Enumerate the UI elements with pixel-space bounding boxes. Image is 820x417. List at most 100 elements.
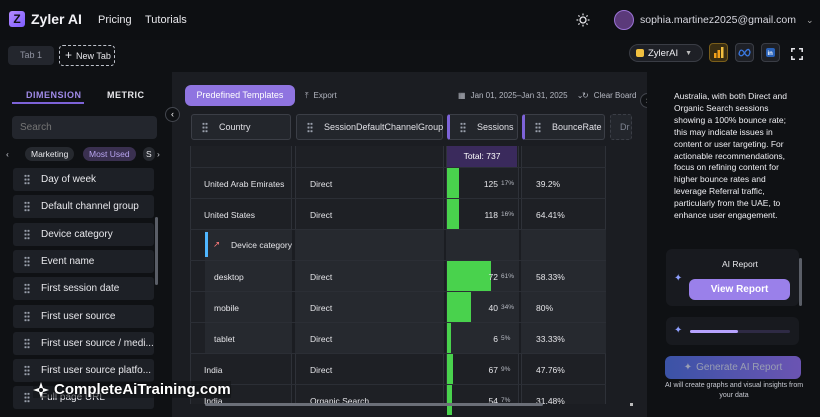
drag-handle-icon: [24, 337, 30, 349]
watermark-text: CompleteAiTraining.com: [54, 381, 231, 398]
sessions-value: 118: [484, 210, 498, 220]
sub-row-background: [521, 261, 606, 291]
sessions-value: 6: [493, 334, 498, 344]
drag-handle-icon: [24, 392, 30, 404]
linkedin-integration-button[interactable]: in: [761, 43, 780, 62]
channel-cell: Direct: [310, 210, 333, 220]
sidebar-scrollbar[interactable]: [155, 217, 158, 285]
export-button[interactable]: ⤒ Export: [305, 91, 337, 101]
plus-icon: +: [65, 48, 73, 62]
sub-row-background: [521, 323, 606, 353]
chip-most-used[interactable]: Most Used: [83, 147, 136, 161]
generation-progress-bar: [690, 330, 790, 333]
model-selector[interactable]: ZylerAI ▼: [629, 44, 703, 62]
dimension-item-label: Default channel group: [41, 201, 139, 213]
ai-report-title: AI Report: [722, 259, 758, 269]
theme-toggle-sun-icon[interactable]: [576, 13, 590, 27]
collapse-sidebar-button[interactable]: ‹: [165, 107, 180, 122]
cursor-icon: ↗: [213, 239, 221, 249]
dimension-item[interactable]: First session date: [13, 277, 154, 301]
meta-integration-button[interactable]: [735, 43, 754, 62]
nav-tutorials[interactable]: Tutorials: [145, 14, 187, 26]
sessions-total: Total: 737: [447, 146, 517, 167]
linkedin-icon: in: [766, 48, 775, 57]
drag-handle-icon: [535, 122, 541, 133]
drag-handle-icon: [24, 201, 30, 213]
ai-panel-scrollbar[interactable]: [799, 258, 802, 306]
user-menu[interactable]: sophia.martinez2025@gmail.com ⌄: [614, 10, 814, 30]
dimension-item[interactable]: Default channel group: [13, 195, 154, 219]
horizontal-scrollbar[interactable]: [205, 403, 543, 406]
row-divider: [190, 198, 606, 199]
dimension-item[interactable]: First user source / medi...: [13, 331, 154, 355]
country-cell: United Arab Emirates: [204, 179, 285, 189]
tab-dimension[interactable]: DIMENSION: [26, 90, 82, 100]
chevron-right-icon[interactable]: ›: [157, 149, 160, 159]
meta-icon: [738, 48, 751, 57]
watermark-logo-icon: [33, 381, 49, 398]
column-header-country[interactable]: Country: [191, 114, 291, 140]
dimension-item[interactable]: First user source: [13, 304, 154, 328]
predefined-templates-button[interactable]: Predefined Templates: [185, 85, 295, 106]
row-divider: [190, 291, 606, 292]
country-cell: India: [204, 396, 223, 406]
channel-cell: Organic Search: [310, 396, 370, 406]
dimension-item-label: First user source platfo...: [41, 365, 152, 377]
sessions-bar: [447, 354, 453, 384]
drag-handle-icon: [202, 122, 208, 133]
generate-ai-report-button[interactable]: ✦ Generate AI Report: [665, 356, 801, 379]
tab-1[interactable]: Tab 1: [8, 46, 54, 65]
clear-board-button[interactable]: ↻ Clear Board: [582, 91, 636, 100]
logo[interactable]: Z Zyler AI: [9, 11, 82, 27]
sessions-percent: 9%: [501, 366, 511, 373]
active-tab-indicator: [12, 102, 84, 104]
column-header-channel-group[interactable]: SessionDefaultChannelGroup: [296, 114, 443, 140]
drag-handle-icon: [24, 283, 30, 295]
date-range-picker[interactable]: ▦ Jan 01, 2025–Jan 31, 2025 ⌄: [458, 91, 583, 100]
sessions-bar: [447, 168, 459, 198]
column-header-label: Sessions: [477, 122, 514, 132]
new-tab-label: New Tab: [76, 51, 111, 61]
new-tab-button[interactable]: + New Tab: [59, 45, 115, 66]
bounce-rate-cell: 47.76%: [536, 365, 565, 375]
watermark: CompleteAiTraining.com: [33, 381, 231, 398]
scroll-corner: [630, 403, 633, 406]
export-label: Export: [313, 91, 337, 100]
dimension-item[interactable]: Event name: [13, 249, 154, 273]
sub-row-background: [446, 323, 519, 353]
channel-cell: Direct: [310, 179, 333, 189]
category-chips: ‹ Marketing Most Used S ›: [6, 147, 166, 161]
analytics-integration-button[interactable]: [709, 43, 728, 62]
model-label: ZylerAI: [648, 47, 679, 59]
view-report-button[interactable]: View Report: [689, 279, 790, 300]
drag-handle-icon: [24, 310, 30, 322]
sessions-percent: 17%: [501, 180, 515, 187]
chevron-left-icon[interactable]: ‹: [6, 149, 9, 159]
column-header-sessions[interactable]: Sessions: [447, 114, 518, 140]
tab-metric[interactable]: METRIC: [107, 90, 145, 100]
column-header-bounce-rate[interactable]: BounceRate: [522, 114, 605, 140]
sub-row-background: [205, 230, 292, 260]
column-header-label: Country: [219, 122, 251, 132]
caret-down-icon: ▼: [685, 49, 693, 57]
column-header-partial[interactable]: Dr: [610, 114, 632, 140]
dimension-search-input[interactable]: [12, 116, 157, 139]
sub-row-background: [205, 261, 292, 291]
row-divider: [190, 167, 606, 168]
chip-marketing[interactable]: Marketing: [25, 147, 75, 161]
fullscreen-icon[interactable]: [791, 48, 803, 60]
nav-pricing[interactable]: Pricing: [98, 14, 132, 26]
chip-more[interactable]: S: [143, 147, 155, 161]
model-dot-icon: [636, 49, 644, 57]
dimension-item[interactable]: Day of week: [13, 168, 154, 191]
drag-handle-icon: [307, 122, 313, 133]
dimension-item-label: Event name: [41, 255, 95, 267]
ai-insight-text: Australia, with both Direct and Organic …: [674, 91, 787, 221]
dimension-item[interactable]: First user source platfo...: [13, 359, 154, 383]
row-divider: [190, 384, 606, 385]
country-cell: India: [204, 365, 223, 375]
channel-cell: Direct: [310, 334, 333, 344]
dimension-item[interactable]: Device category: [13, 222, 154, 246]
dimension-item-label: First user source / medi...: [41, 337, 154, 349]
sub-row-background: [521, 230, 606, 260]
